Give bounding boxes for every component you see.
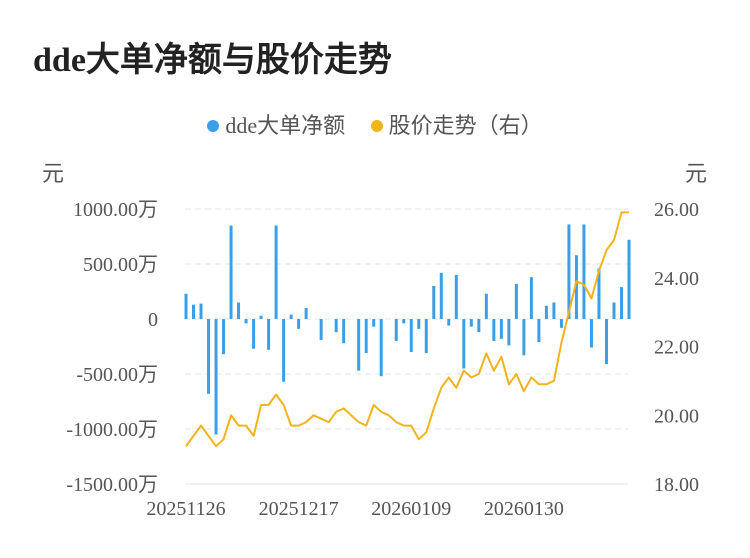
x-tick-label: 20251217 [259, 498, 339, 520]
left-tick-label: 0 [148, 309, 158, 331]
dde-bar [589, 319, 593, 348]
dde-bar [454, 275, 458, 319]
dde-bar [424, 319, 428, 354]
left-tick-label: 1000.00万 [73, 199, 158, 221]
dde-bar [612, 302, 616, 319]
left-tick-label: -1000.00万 [66, 419, 158, 441]
dde-bar [469, 319, 473, 327]
right-tick-label: 20.00 [654, 405, 699, 427]
right-tick-label: 18.00 [654, 474, 699, 496]
dde-bar [417, 319, 421, 329]
legend-bar-dot-icon [207, 119, 220, 132]
dde-bar [484, 293, 488, 319]
legend-bar-label: dde大单净额 [225, 113, 346, 138]
dde-bar [604, 319, 608, 365]
price-line [185, 211, 629, 448]
dde-bar [259, 315, 263, 319]
dde-bar [274, 225, 278, 319]
legend-item-bar: dde大单净额 [207, 108, 345, 140]
dde-bar [304, 308, 308, 319]
dde-bar [477, 319, 481, 333]
dde-bar [447, 319, 451, 326]
dde-bar [582, 224, 586, 319]
right-tick-label: 26.00 [654, 199, 699, 221]
dde-bar [252, 319, 256, 349]
legend-line-label: 股价走势（右） [388, 113, 543, 138]
chart-title: dde大单净额与股价走势 [33, 42, 392, 79]
dde-bar [207, 319, 211, 394]
dde-bar [379, 319, 383, 377]
legend-line-dot-icon [370, 119, 383, 132]
dde-bar [267, 319, 271, 350]
dde-bar [544, 305, 548, 319]
dde-bar [409, 319, 413, 352]
dde-bar [297, 319, 301, 329]
dde-bar [342, 319, 346, 344]
x-tick-label: 20260130 [484, 498, 564, 520]
dde-bar [184, 293, 188, 319]
x-tick-label: 20251126 [146, 498, 225, 520]
dde-bar [229, 225, 233, 319]
dde-bar [244, 319, 248, 324]
dde-bar [514, 283, 518, 319]
right-axis-unit: 元 [685, 161, 708, 186]
left-axis-unit: 元 [42, 161, 65, 186]
chart-legend: dde大单净额 股价走势（右） [0, 108, 750, 140]
dde-bar [402, 319, 406, 324]
dde-bar [319, 319, 323, 340]
dde-bar [222, 319, 226, 355]
dde-bar [552, 302, 556, 319]
dde-bar [214, 319, 218, 435]
dde-bar [432, 286, 436, 319]
dde-bar [619, 287, 623, 319]
dde-bar [597, 268, 601, 319]
left-tick-label: 500.00万 [83, 254, 158, 276]
dde-bar [529, 277, 533, 319]
legend-item-line: 股价走势（右） [370, 108, 543, 140]
dde-bar [372, 319, 376, 327]
left-tick-label: -500.00万 [76, 364, 158, 386]
dde-bar [357, 319, 361, 371]
dde-bar [334, 319, 338, 333]
dde-bar [439, 272, 443, 319]
dde-bar [364, 319, 368, 354]
dde-bar [522, 319, 526, 356]
dde-bar [462, 319, 466, 369]
dde-bar [237, 302, 241, 319]
dde-bar [499, 319, 503, 339]
dde-bar [574, 255, 578, 319]
x-tick-label: 20260109 [371, 498, 451, 520]
dde-bar [199, 303, 203, 319]
dde-bar [507, 319, 511, 346]
dde-bar [627, 239, 631, 319]
dde-bar [282, 319, 286, 382]
dde-bar [492, 319, 496, 341]
dde-bar [289, 314, 293, 319]
dde-bar [559, 319, 563, 328]
dde-bar [567, 224, 571, 319]
dde-bar [537, 319, 541, 343]
right-tick-label: 22.00 [654, 337, 699, 359]
dde-bar [394, 319, 398, 341]
dde-bar [192, 304, 196, 319]
right-tick-label: 24.00 [654, 268, 699, 290]
left-tick-label: -1500.00万 [66, 474, 158, 496]
